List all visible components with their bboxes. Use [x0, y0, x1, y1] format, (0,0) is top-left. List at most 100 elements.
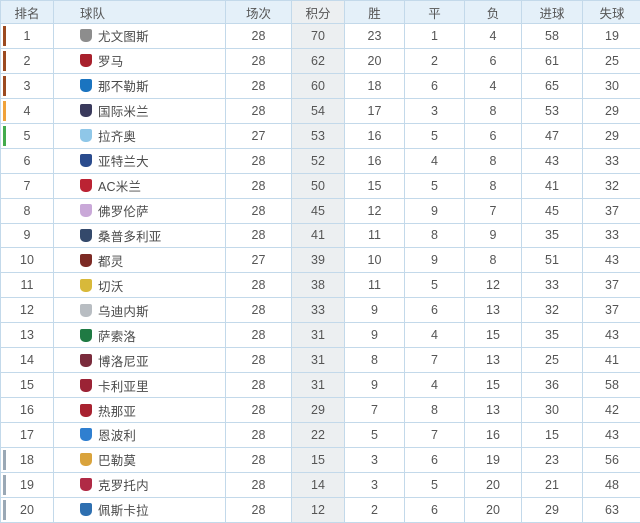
draws-cell: 6	[405, 298, 465, 323]
table-row[interactable]: 4国际米兰28541738532924	[1, 98, 640, 123]
goals-against-cell: 37	[583, 298, 640, 323]
udinese-crest	[80, 304, 92, 317]
rank-value: 7	[24, 179, 31, 193]
team-name: 热那亚	[98, 401, 136, 420]
team-cell[interactable]: 桑普多利亚	[54, 223, 226, 248]
goals-for-cell: 36	[522, 373, 583, 398]
team-cell[interactable]: 乌迪内斯	[54, 298, 226, 323]
rank-cell: 10	[1, 248, 54, 273]
goals-for-cell: 47	[522, 123, 583, 148]
goals-against-cell: 48	[583, 472, 640, 497]
sampdoria-crest	[80, 229, 92, 242]
cagliari-crest	[80, 379, 92, 392]
table-row[interactable]: 10都灵2739109851438	[1, 248, 640, 273]
team-cell[interactable]: 尤文图斯	[54, 24, 226, 49]
team-cell[interactable]: 萨索洛	[54, 323, 226, 348]
goals-for-cell: 33	[522, 273, 583, 298]
team-cell[interactable]: 切沃	[54, 273, 226, 298]
team-cell[interactable]: 巴勒莫	[54, 447, 226, 472]
column-header-draw[interactable]: 平	[405, 1, 465, 24]
table-row[interactable]: 7AC米兰2850155841329	[1, 173, 640, 198]
column-header-win[interactable]: 胜	[345, 1, 405, 24]
table-row[interactable]: 6亚特兰大28521648433310	[1, 148, 640, 173]
points-cell: 41	[292, 223, 345, 248]
goals-against-cell: 63	[583, 497, 640, 522]
wins-cell: 3	[345, 447, 405, 472]
team-cell[interactable]: 亚特兰大	[54, 148, 226, 173]
team-cell[interactable]: 那不勒斯	[54, 73, 226, 98]
goals-against-cell: 29	[583, 123, 640, 148]
team-cell[interactable]: 博洛尼亚	[54, 348, 226, 373]
goals-against-cell: 33	[583, 223, 640, 248]
rank-value: 11	[21, 278, 34, 292]
draws-cell: 9	[405, 198, 465, 223]
table-row[interactable]: 3那不勒斯28601864653035	[1, 73, 640, 98]
sassuolo-crest	[80, 329, 92, 342]
draws-cell: 4	[405, 323, 465, 348]
played-cell: 28	[226, 24, 292, 49]
team-name: AC米兰	[98, 176, 141, 195]
points-cell: 14	[292, 472, 345, 497]
losses-cell: 9	[465, 223, 522, 248]
goals-for-cell: 35	[522, 223, 583, 248]
qualification-marker	[3, 176, 6, 196]
column-header-rank[interactable]: 排名	[1, 1, 54, 24]
rank-cell: 8	[1, 198, 54, 223]
column-header-goals-for[interactable]: 进球	[522, 1, 583, 24]
milan-crest	[80, 179, 92, 192]
qualification-marker	[3, 350, 6, 370]
qualification-marker	[3, 26, 6, 46]
column-header-points[interactable]: 积分	[292, 1, 345, 24]
goals-against-cell: 29	[583, 98, 640, 123]
team-cell[interactable]: 热那亚	[54, 398, 226, 423]
points-cell: 70	[292, 24, 345, 49]
team-cell[interactable]: AC米兰	[54, 173, 226, 198]
qualification-marker	[3, 226, 6, 246]
rank-cell: 14	[1, 348, 54, 373]
team-cell[interactable]: 国际米兰	[54, 98, 226, 123]
team-cell[interactable]: 佩斯卡拉	[54, 497, 226, 522]
team-cell[interactable]: 恩波利	[54, 423, 226, 448]
wins-cell: 20	[345, 48, 405, 73]
column-header-team[interactable]: 球队	[54, 1, 226, 24]
team-cell[interactable]: 罗马	[54, 48, 226, 73]
table-header: 排名 球队 场次 积分 胜 平 负 进球 失球 净胜球	[1, 1, 640, 24]
column-header-loss[interactable]: 负	[465, 1, 522, 24]
rank-value: 15	[20, 378, 34, 392]
rank-value: 18	[20, 453, 34, 467]
goals-against-cell: 41	[583, 348, 640, 373]
qualification-marker	[3, 450, 6, 470]
team-cell[interactable]: 拉齐奥	[54, 123, 226, 148]
table-row[interactable]: 1尤文图斯28702314581939	[1, 24, 640, 49]
draws-cell: 5	[405, 173, 465, 198]
goals-against-cell: 37	[583, 273, 640, 298]
table-row[interactable]: 2罗马28622026612536	[1, 48, 640, 73]
team-cell[interactable]: 卡利亚里	[54, 373, 226, 398]
fiorentina-crest	[80, 204, 92, 217]
team-name: 切沃	[98, 276, 123, 295]
wins-cell: 10	[345, 248, 405, 273]
team-cell[interactable]: 都灵	[54, 248, 226, 273]
table-row[interactable]: 5拉齐奥27531656472918	[1, 123, 640, 148]
column-header-goals-against[interactable]: 失球	[583, 1, 640, 24]
column-header-played[interactable]: 场次	[226, 1, 292, 24]
goals-for-cell: 23	[522, 447, 583, 472]
losses-cell: 8	[465, 148, 522, 173]
table-row[interactable]: 8佛罗伦萨2845129745378	[1, 198, 640, 223]
table-row[interactable]: 9桑普多利亚2841118935332	[1, 223, 640, 248]
team-cell[interactable]: 克罗托内	[54, 472, 226, 497]
points-cell: 12	[292, 497, 345, 522]
qualification-marker	[3, 325, 6, 345]
team-cell[interactable]: 佛罗伦萨	[54, 198, 226, 223]
goals-against-cell: 37	[583, 198, 640, 223]
